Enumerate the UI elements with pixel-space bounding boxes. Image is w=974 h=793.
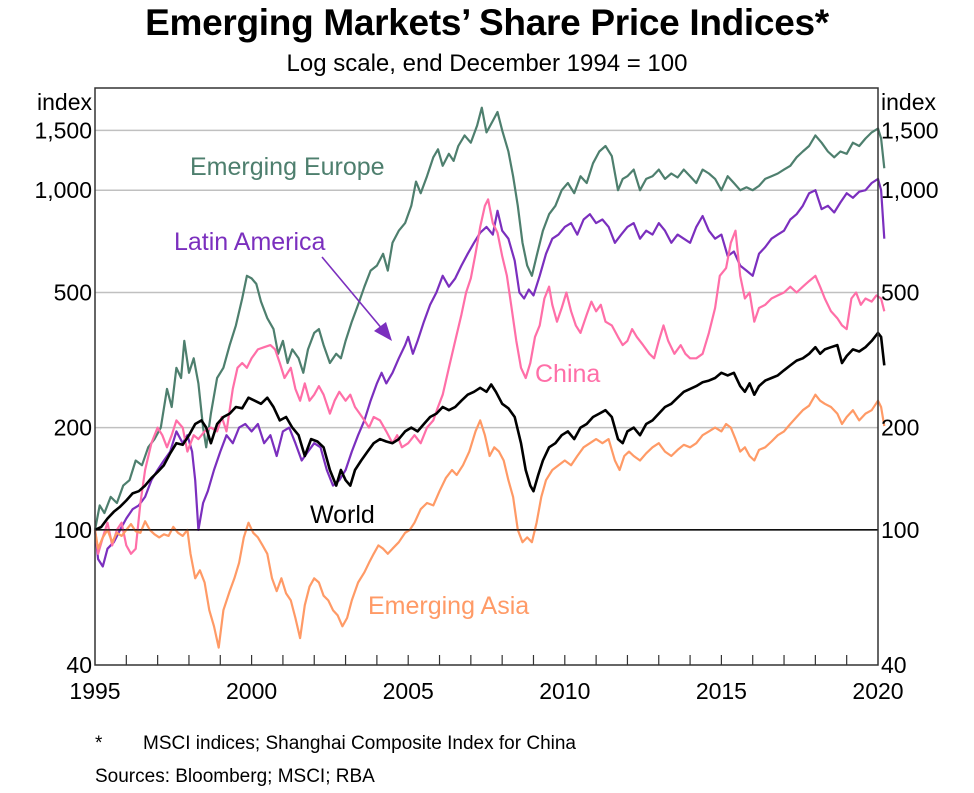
footnote-text: MSCI indices; Shanghai Composite Index f… [143, 733, 577, 754]
series-line-world [94, 331, 886, 532]
y-tick-label-left: 1,000 [34, 177, 92, 203]
x-tick-label: 2005 [383, 678, 434, 704]
label-emerging-asia: Emerging Asia [368, 592, 529, 620]
chart-title: Emerging Markets’ Share Price Indices* [145, 2, 829, 43]
label-china: China [535, 360, 600, 388]
sources-text: Sources: Bloomberg; MSCI; RBA [95, 766, 375, 787]
series-labels: Emerging Europe Latin America China Worl… [174, 153, 600, 620]
series-lines [93, 106, 886, 649]
x-tick-label: 1995 [69, 678, 120, 704]
label-world: World [310, 501, 375, 529]
y-tick-label-left: 40 [66, 652, 92, 678]
gridlines [95, 129, 878, 531]
plot-border [94, 87, 879, 666]
x-tick-label: 2020 [852, 678, 903, 704]
y-tick-label-right: 200 [881, 415, 919, 441]
y-tick-label-right: 1,500 [881, 117, 939, 143]
y-tick-label-right: 40 [881, 652, 907, 678]
series-line-emerging-asia [93, 393, 886, 649]
y-tick-label-right: 100 [881, 517, 919, 543]
y-tick-label-right: 1,000 [881, 177, 939, 203]
chart-subtitle: Log scale, end December 1994 = 100 [286, 50, 688, 77]
series-line-latin-america [93, 177, 886, 568]
series-line-emerging-europe [93, 106, 886, 531]
y-tick-label-left: 200 [54, 415, 92, 441]
plot-frame [94, 87, 879, 666]
y-tick-label-left: 100 [54, 517, 92, 543]
x-tick-label: 2015 [696, 678, 747, 704]
y-axis-label-left: index [37, 89, 92, 115]
y-tick-label-left: 1,500 [34, 117, 92, 143]
label-latin-america: Latin America [174, 228, 326, 256]
label-emerging-europe: Emerging Europe [190, 153, 385, 181]
latin-america-arrow [321, 256, 392, 341]
y-axis-label-right: index [881, 89, 936, 115]
footnote-star: * [95, 733, 103, 754]
y-tick-label-right: 500 [881, 279, 919, 305]
x-tick-label: 2010 [539, 678, 590, 704]
y-tick-label-left: 500 [54, 279, 92, 305]
series-line-china [93, 198, 886, 555]
x-tick-label: 2000 [226, 678, 277, 704]
